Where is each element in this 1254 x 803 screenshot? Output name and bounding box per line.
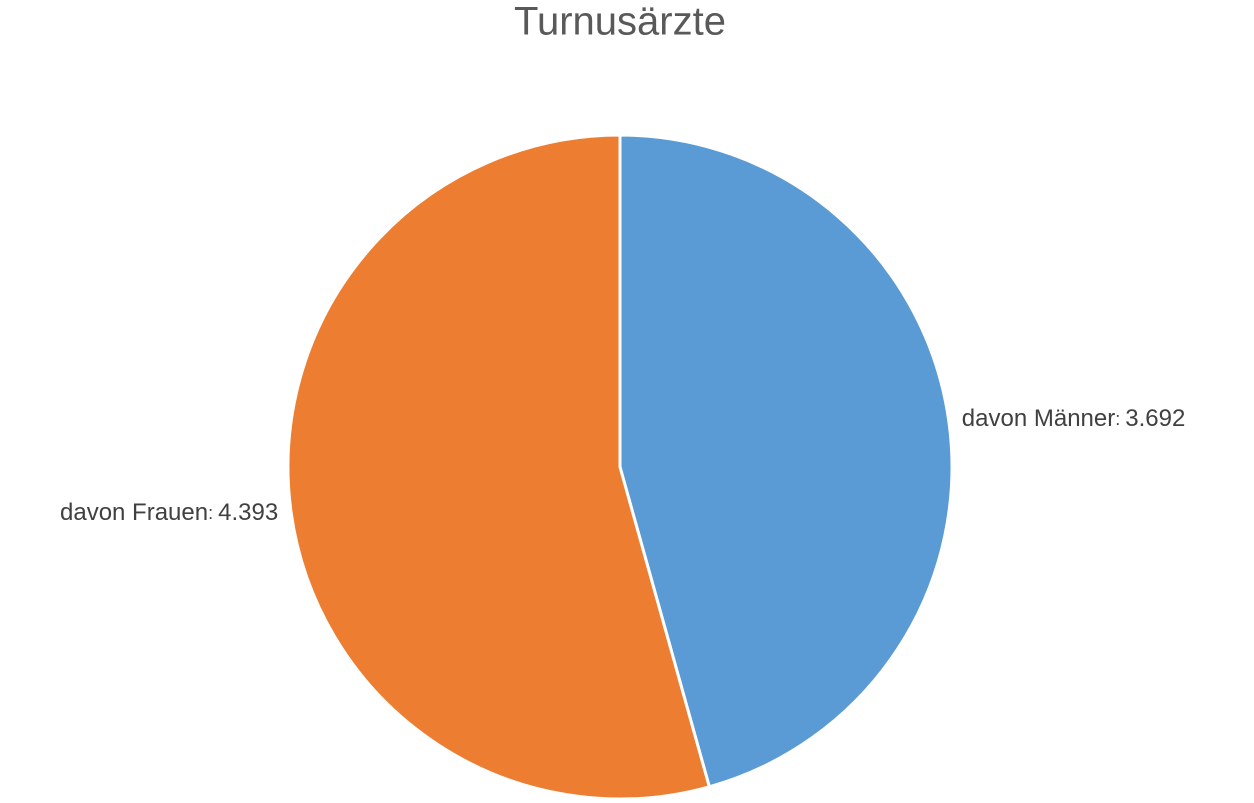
label-separator: : <box>1115 409 1125 429</box>
category-label: davon Frauen <box>60 499 208 526</box>
data-label: davon Frauen: 4.393 <box>60 499 278 526</box>
data-label: davon Männer: 3.692 <box>962 406 1186 433</box>
pie-slice <box>618 133 954 789</box>
value-label: 4.393 <box>218 499 278 526</box>
label-separator: : <box>208 503 218 523</box>
value-label: 3.692 <box>1125 406 1185 433</box>
pie-slice <box>286 133 712 801</box>
category-label: davon Männer <box>962 406 1115 433</box>
chart-title: Turnusärzte <box>514 0 726 44</box>
